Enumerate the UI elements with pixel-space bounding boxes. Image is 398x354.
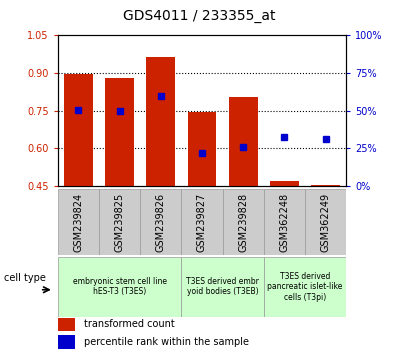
Text: GSM239827: GSM239827 bbox=[197, 193, 207, 252]
Bar bbox=[264, 189, 305, 255]
Bar bbox=[146, 57, 175, 187]
Text: GSM362248: GSM362248 bbox=[279, 193, 289, 252]
Bar bbox=[181, 189, 222, 255]
Bar bbox=[264, 257, 346, 317]
Bar bbox=[58, 189, 99, 255]
Bar bbox=[140, 189, 181, 255]
Bar bbox=[311, 184, 340, 187]
Bar bbox=[229, 97, 258, 187]
Bar bbox=[305, 189, 346, 255]
Bar bbox=[222, 189, 264, 255]
Bar bbox=[187, 112, 217, 187]
Text: percentile rank within the sample: percentile rank within the sample bbox=[84, 337, 249, 347]
Text: GSM362249: GSM362249 bbox=[321, 193, 331, 252]
Text: GSM239826: GSM239826 bbox=[156, 193, 166, 252]
Bar bbox=[64, 74, 93, 187]
Text: T3ES derived
pancreatic islet-like
cells (T3pi): T3ES derived pancreatic islet-like cells… bbox=[267, 272, 343, 302]
Text: cell type: cell type bbox=[4, 273, 46, 283]
Bar bbox=[58, 335, 75, 349]
Text: transformed count: transformed count bbox=[84, 319, 174, 329]
Text: GSM239825: GSM239825 bbox=[115, 193, 125, 252]
Text: GSM239824: GSM239824 bbox=[73, 193, 83, 252]
Bar bbox=[58, 257, 181, 317]
Bar bbox=[181, 257, 264, 317]
Bar bbox=[105, 78, 134, 187]
Text: GSM239828: GSM239828 bbox=[238, 193, 248, 252]
Text: T3ES derived embr
yoid bodies (T3EB): T3ES derived embr yoid bodies (T3EB) bbox=[186, 277, 259, 296]
Bar bbox=[99, 189, 140, 255]
Text: embryonic stem cell line
hES-T3 (T3ES): embryonic stem cell line hES-T3 (T3ES) bbox=[72, 277, 166, 296]
Bar bbox=[58, 318, 75, 331]
Bar bbox=[270, 181, 299, 187]
Text: GDS4011 / 233355_at: GDS4011 / 233355_at bbox=[123, 9, 275, 23]
